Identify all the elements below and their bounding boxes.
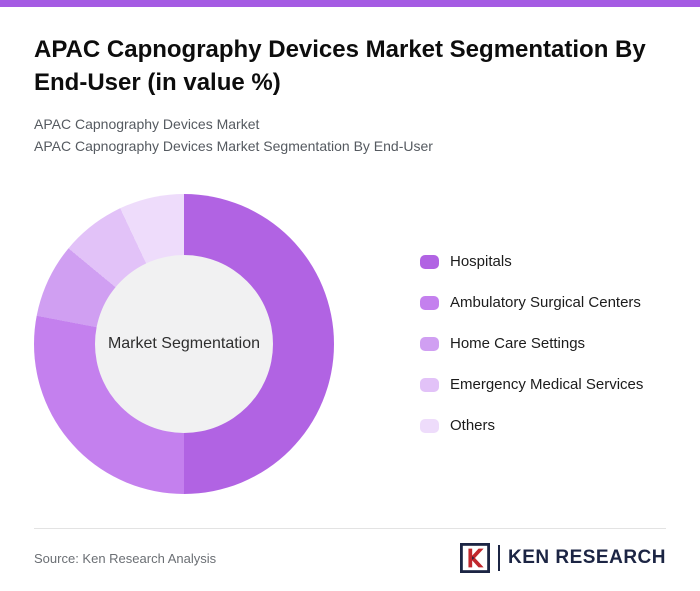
legend-label: Emergency Medical Services xyxy=(450,376,644,394)
ken-research-logo-mark-icon xyxy=(459,543,490,573)
legend-item-home-care-settings: Home Care Settings xyxy=(420,335,643,352)
source-text: Source: Ken Research Analysis xyxy=(34,550,217,566)
legend-label: Others xyxy=(450,417,496,435)
donut-center: Market Segmentation xyxy=(95,254,273,433)
top-accent-bar xyxy=(0,0,700,7)
legend-label: Hospitals xyxy=(450,253,512,271)
legend-item-ambulatory-surgical-centers: Ambulatory Surgical Centers xyxy=(420,294,643,311)
donut-chart-wrap: Market Segmentation xyxy=(34,193,334,494)
ken-research-logo: KEN RESEARCH xyxy=(459,543,666,573)
page-content: APAC Capnography Devices Market Segmenta… xyxy=(0,7,700,528)
subtitle-block: APAC Capnography Devices Market APAC Cap… xyxy=(34,114,666,157)
subtitle-line-2: APAC Capnography Devices Market Segmenta… xyxy=(34,137,433,154)
legend-label: Home Care Settings xyxy=(450,335,586,353)
legend-swatch xyxy=(420,336,439,351)
legend-label: Ambulatory Surgical Centers xyxy=(450,294,641,312)
donut-chart: Market Segmentation xyxy=(34,193,334,494)
logo-divider xyxy=(497,545,500,571)
legend-swatch xyxy=(420,418,439,433)
donut-center-label: Market Segmentation xyxy=(107,334,261,352)
footer-divider xyxy=(34,528,666,529)
chart-legend: Hospitals Ambulatory Surgical Centers Ho… xyxy=(420,253,643,434)
legend-swatch xyxy=(420,295,439,310)
legend-item-emergency-medical-services: Emergency Medical Services xyxy=(420,376,643,393)
legend-swatch xyxy=(420,254,439,269)
chart-area: Market Segmentation Hospitals Ambulatory… xyxy=(34,193,666,494)
page-footer: Source: Ken Research Analysis KEN RESEAR… xyxy=(0,528,700,591)
subtitle-line-1: APAC Capnography Devices Market xyxy=(34,116,260,133)
legend-item-others: Others xyxy=(420,417,643,434)
legend-swatch xyxy=(420,377,439,392)
page-title: APAC Capnography Devices Market Segmenta… xyxy=(34,36,646,97)
logo-text: KEN RESEARCH xyxy=(507,547,666,568)
legend-item-hospitals: Hospitals xyxy=(420,253,643,270)
